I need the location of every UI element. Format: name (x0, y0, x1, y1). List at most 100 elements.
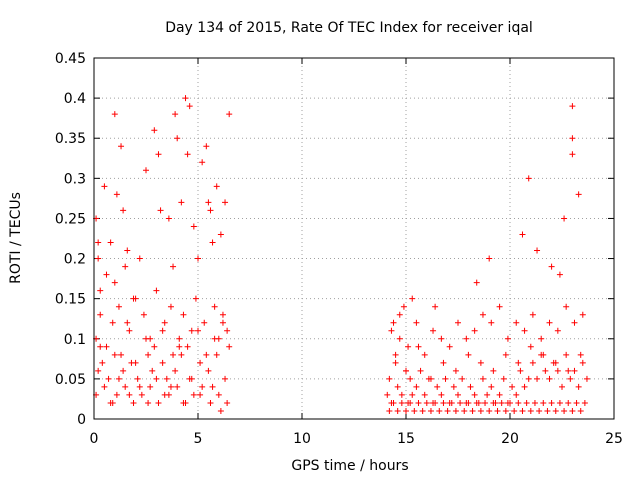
data-point (444, 407, 451, 414)
data-point (482, 399, 489, 406)
data-point (415, 399, 422, 406)
data-point (569, 135, 576, 142)
data-point (138, 391, 145, 398)
data-point (484, 391, 491, 398)
x-tick-label: 5 (194, 431, 203, 447)
y-tick-label: 0.15 (55, 292, 86, 308)
data-point (211, 335, 218, 342)
data-point (442, 375, 449, 382)
data-point (531, 399, 538, 406)
data-point (190, 223, 197, 230)
data-point (529, 359, 536, 366)
data-point (124, 247, 131, 254)
data-point (565, 367, 572, 374)
data-point (546, 375, 553, 382)
data-point (140, 311, 147, 318)
data-point (195, 255, 201, 262)
data-point (155, 151, 162, 158)
data-point (388, 327, 395, 334)
data-point (126, 327, 133, 334)
data-point (544, 407, 551, 414)
data-point (390, 319, 397, 326)
data-point (575, 191, 582, 198)
data-point (190, 391, 197, 398)
data-point (224, 327, 231, 334)
data-point (490, 399, 497, 406)
data-point (153, 287, 160, 294)
y-tick-labels: 0 0.05 0.1 0.15 0.2 0.25 0.3 0.35 0.4 0.45 (55, 51, 86, 428)
data-point (525, 375, 532, 382)
data-point (207, 207, 214, 214)
data-point (427, 375, 434, 382)
data-point (432, 303, 439, 310)
data-point (455, 391, 461, 398)
data-point (529, 311, 536, 318)
data-point (513, 319, 520, 326)
data-point (222, 375, 229, 382)
data-point (571, 367, 578, 374)
data-point (542, 367, 549, 374)
data-point (407, 399, 414, 406)
data-point (452, 367, 459, 374)
data-point (575, 383, 582, 390)
data-point (523, 399, 530, 406)
data-point (386, 407, 393, 414)
data-point (527, 343, 534, 350)
data-point (540, 399, 547, 406)
data-point (486, 407, 493, 414)
data-point (101, 383, 108, 390)
data-point (500, 375, 507, 382)
data-point (527, 407, 534, 414)
x-tick-label: 25 (605, 431, 623, 447)
data-point (109, 319, 116, 326)
data-point (211, 303, 218, 310)
data-point (396, 311, 403, 318)
y-axis-label: ROTI / TECUs (8, 192, 24, 284)
data-point (579, 311, 586, 318)
data-point (419, 407, 426, 414)
data-point (151, 343, 158, 350)
y-tick-label: 0.4 (64, 91, 86, 107)
data-point (217, 231, 224, 238)
data-point (120, 207, 127, 214)
data-point (577, 407, 584, 414)
data-point (438, 335, 445, 342)
data-point (517, 367, 524, 374)
data-point (111, 111, 118, 118)
data-point (455, 319, 461, 326)
data-point (130, 399, 137, 406)
data-point (95, 255, 102, 262)
chart-title: Day 134 of 2015, Rate Of TEC Index for r… (165, 20, 533, 36)
data-point (413, 383, 420, 390)
data-point (205, 367, 212, 374)
data-point (203, 143, 210, 150)
data-point (120, 367, 127, 374)
data-point (392, 359, 399, 366)
data-point (186, 103, 193, 110)
data-point (440, 359, 447, 366)
data-point (390, 399, 397, 406)
data-point (507, 399, 513, 406)
data-point (103, 271, 110, 278)
data-point (115, 375, 122, 382)
data-point (486, 255, 493, 262)
data-point (203, 351, 210, 358)
data-point (498, 399, 505, 406)
data-point (126, 391, 133, 398)
data-point (561, 215, 568, 222)
data-point (111, 351, 118, 358)
data-point (386, 375, 393, 382)
data-point (222, 199, 229, 206)
data-point (430, 327, 437, 334)
data-point (559, 383, 565, 390)
data-point (157, 207, 164, 214)
data-point (132, 295, 139, 302)
data-point (209, 239, 216, 246)
data-point (494, 407, 501, 414)
data-point (151, 127, 158, 134)
data-point (552, 359, 559, 366)
data-point (496, 391, 503, 398)
data-point (548, 399, 555, 406)
data-point (178, 351, 185, 358)
